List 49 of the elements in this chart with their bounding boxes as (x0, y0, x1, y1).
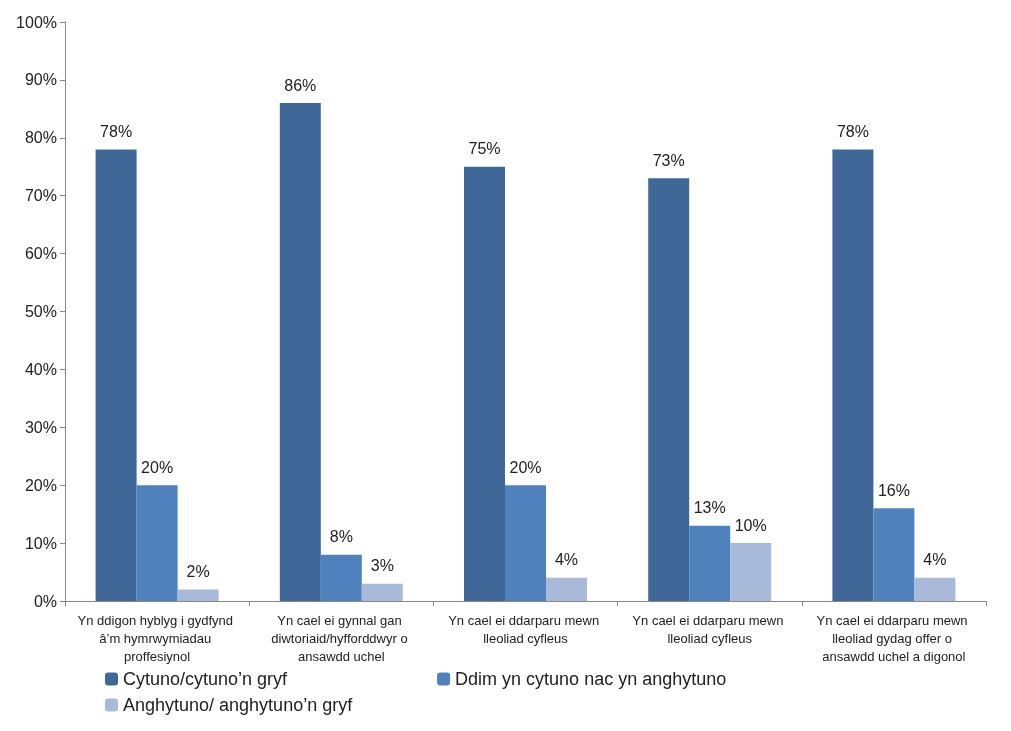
data-label: 86% (284, 76, 317, 94)
bar (873, 508, 915, 601)
data-label: 78% (836, 122, 869, 140)
y-tick-label: 60% (24, 245, 57, 263)
y-tick-label: 20% (24, 476, 57, 494)
data-label: 13% (693, 499, 726, 517)
y-tick-label: 90% (24, 71, 57, 89)
y-tick-label: 100% (16, 13, 57, 31)
data-label: 75% (468, 140, 501, 158)
data-label: 20% (509, 458, 542, 476)
legend-label: Anghytuno/ anghytuno’n gryf (123, 695, 354, 715)
bar (361, 583, 403, 601)
data-label: 3% (370, 557, 394, 575)
data-label: 2% (186, 562, 210, 580)
bar (136, 485, 178, 601)
legend-label: Cytuno/cytuno’n gryf (123, 669, 289, 689)
y-tick-label: 50% (24, 303, 57, 320)
bar (279, 103, 321, 601)
x-tick-label: Yn ddigon hyblyg i gydfynd â’m hymrwymiadau proffesiynol (77, 612, 237, 664)
legend-label: Ddim yn cytuno nac yn anghytuno (455, 669, 727, 689)
bar (914, 577, 956, 601)
data-label: 10% (734, 516, 767, 534)
data-label: 8% (329, 528, 353, 546)
y-tick-label: 10% (24, 534, 57, 552)
bar (177, 589, 219, 601)
data-label: 78% (100, 122, 133, 140)
bar (832, 149, 874, 601)
y-tick-label: 30% (24, 418, 57, 436)
x-tick-label: Yn cael ei ddarparu mewn lleoliad cyfleus (632, 612, 788, 646)
data-label: 20% (141, 458, 174, 476)
data-label: 4% (923, 551, 947, 569)
bar (730, 543, 772, 601)
x-tick-label: Yn cael ei ddarparu mewn lleoliad cyfleus (448, 612, 603, 646)
data-label: 73% (652, 151, 685, 169)
bar (546, 577, 587, 601)
bar (689, 525, 731, 601)
y-tick-label: 70% (24, 187, 57, 205)
data-label: 16% (877, 481, 910, 499)
bar (464, 166, 505, 601)
y-tick-label: 0% (33, 592, 57, 610)
bar (648, 178, 690, 601)
x-tick-label: Yn cael ei ddarparu mewn lleoliad gydag offer o ansawdd uchel a digonol (816, 612, 972, 664)
x-tick-label: Yn cael ei gynnal gan diwtoriaid/hyfforddwyr o ansawdd uchel (271, 612, 412, 664)
bar (95, 149, 137, 601)
data-label: 4% (554, 551, 579, 569)
bar (320, 554, 362, 601)
y-tick-label: 40% (24, 360, 57, 378)
bar (505, 485, 546, 601)
y-tick-label: 80% (24, 129, 57, 147)
